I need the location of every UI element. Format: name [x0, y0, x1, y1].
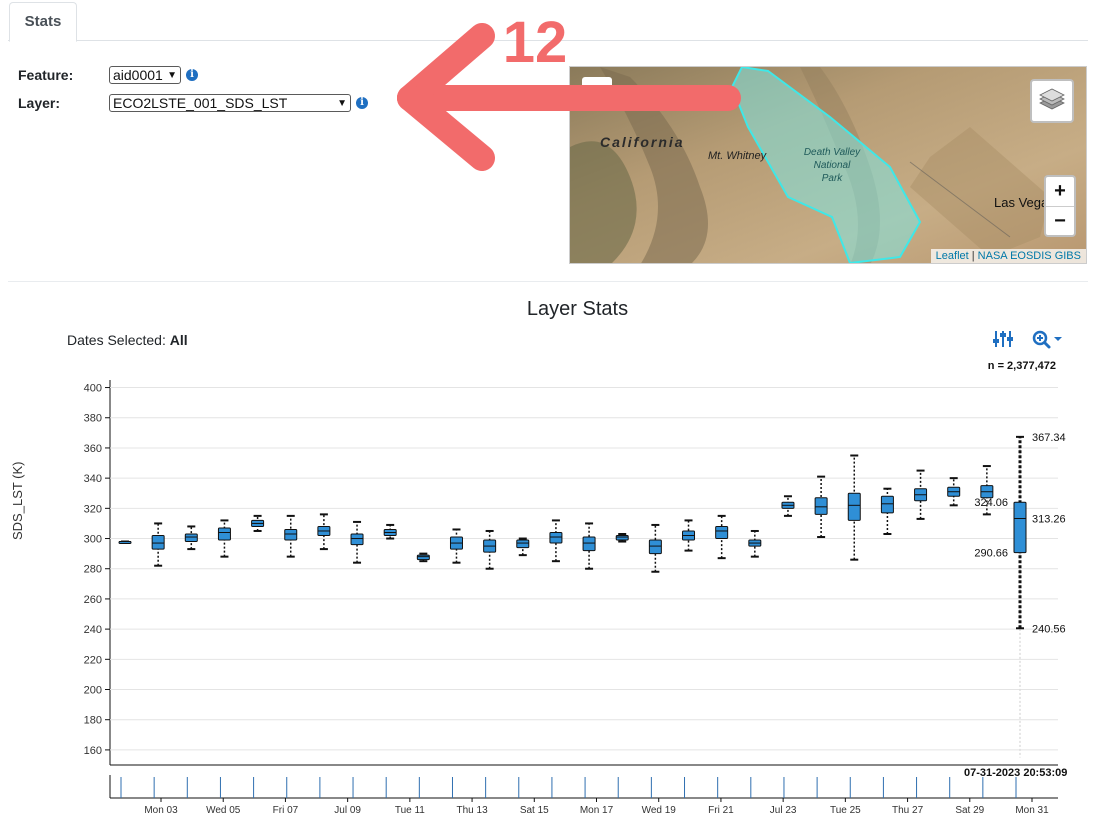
y-tick-label: 320 [84, 503, 102, 515]
box-iqr [880, 495, 894, 514]
map-label-dv2: National [814, 160, 851, 171]
box-iqr [549, 531, 563, 544]
feature-label: Feature: [18, 67, 74, 83]
map-attribution: Leaflet | NASA EOSDIS GIBS [930, 249, 1086, 263]
box-iqr [416, 554, 430, 561]
map-label-lasvegas: Las Vegas [994, 195, 1055, 210]
map-label-california: California [600, 134, 685, 150]
zoom-control: + − [1044, 175, 1076, 237]
annotation-max: 367.34 [1032, 432, 1066, 444]
layer-select[interactable]: ECO2LSTE_001_SDS_LST ▼ [109, 94, 351, 112]
sample-count: n = 2,377,472 [987, 360, 1056, 372]
x-tick-label: Wed 19 [642, 805, 677, 816]
layer-info-icon[interactable]: i [356, 97, 368, 109]
dates-selected-label: Dates Selected: [67, 332, 170, 348]
annotation-q1: 290.66 [974, 548, 1008, 560]
box-iqr [715, 525, 729, 540]
box-iqr [184, 533, 198, 543]
x-tick-label: Jul 09 [334, 805, 361, 816]
feature-select-value: aid0001 [113, 67, 163, 83]
y-tick-label: 400 [84, 383, 102, 395]
y-tick-label: 240 [84, 624, 102, 636]
x-tick-label: Tue 11 [395, 805, 425, 816]
y-tick-label: 180 [84, 715, 102, 727]
y-tick-label: 380 [84, 413, 102, 425]
y-tick-label: 260 [84, 594, 102, 606]
annotation-q3: 324.06 [974, 497, 1008, 509]
x-tick-label: Mon 31 [1015, 805, 1049, 816]
layers-control[interactable] [1030, 79, 1074, 123]
annotation-median: 313.26 [1032, 514, 1066, 526]
x-tick-label: Thu 13 [457, 805, 489, 816]
zoom-in-button[interactable]: + [1046, 177, 1074, 207]
layer-label: Layer: [18, 95, 61, 111]
dates-selected-value: All [169, 332, 188, 348]
x-tick-label: Fri 21 [708, 805, 734, 816]
section-divider [8, 281, 1088, 282]
x-tick-label: Sat 29 [955, 805, 984, 816]
feature-info-icon[interactable]: i [186, 69, 198, 81]
y-tick-label: 220 [84, 654, 102, 666]
chevron-down-icon: ▼ [167, 70, 177, 81]
y-tick-label: 360 [84, 443, 102, 455]
chevron-down-icon: ▼ [337, 98, 347, 109]
x-tick-label: Wed 05 [206, 805, 241, 816]
x-tick-label: Fri 07 [273, 805, 299, 816]
box-iqr [847, 492, 861, 521]
map-label-dv1: Death Valley [804, 147, 861, 158]
zoom-out-button[interactable]: − [1054, 210, 1066, 232]
box-iqr [217, 527, 231, 541]
dates-selected: Dates Selected: All [67, 332, 188, 348]
box-iqr [151, 535, 165, 550]
map-view[interactable]: California Mt. Whitney Death Valley Nati… [569, 66, 1087, 264]
y-tick-label: 280 [84, 564, 102, 576]
timestamp-label: 07-31-2023 20:53:09 [964, 767, 1068, 779]
y-tick-label: 340 [84, 473, 102, 485]
box-iqr [1013, 501, 1027, 554]
layer-select-value: ECO2LSTE_001_SDS_LST [113, 95, 288, 111]
leaflet-link[interactable]: Leaflet [935, 250, 969, 262]
box-iqr [814, 497, 828, 515]
gibs-link[interactable]: NASA EOSDIS GIBS [977, 250, 1081, 262]
y-tick-label: 200 [84, 685, 102, 697]
x-tick-label: Tue 25 [830, 805, 861, 816]
x-tick-label: Mon 03 [144, 805, 178, 816]
map-imagery: California Mt. Whitney Death Valley Nati… [570, 67, 1086, 263]
box-iqr [284, 528, 298, 541]
box-iqr [648, 539, 662, 555]
map-label-dv3: Park [822, 173, 844, 184]
zoom-menu-icon[interactable] [1032, 330, 1066, 350]
x-tick-label: Mon 17 [580, 805, 614, 816]
feature-select[interactable]: aid0001 ▼ [109, 66, 181, 84]
attribution-separator: | [968, 250, 978, 262]
x-tick-label: Thu 27 [892, 805, 924, 816]
y-tick-label: 160 [84, 745, 102, 757]
x-tick-label: Sat 15 [520, 805, 549, 816]
box-iqr [615, 535, 629, 541]
box-iqr [516, 539, 530, 549]
y-tick-label: 300 [84, 534, 102, 546]
tab-stats[interactable]: Stats [9, 2, 77, 42]
layers-icon [1039, 88, 1065, 110]
x-tick-label: Jul 23 [770, 805, 797, 816]
box-iqr [350, 533, 364, 546]
box-iqr [582, 536, 596, 552]
annotation-min: 240.56 [1032, 623, 1066, 635]
map-label-whitney: Mt. Whitney [708, 150, 768, 162]
layer-stats-title: Layer Stats [526, 298, 629, 320]
tab-bar: Stats [8, 0, 1088, 42]
sliders-icon[interactable] [992, 328, 1014, 350]
